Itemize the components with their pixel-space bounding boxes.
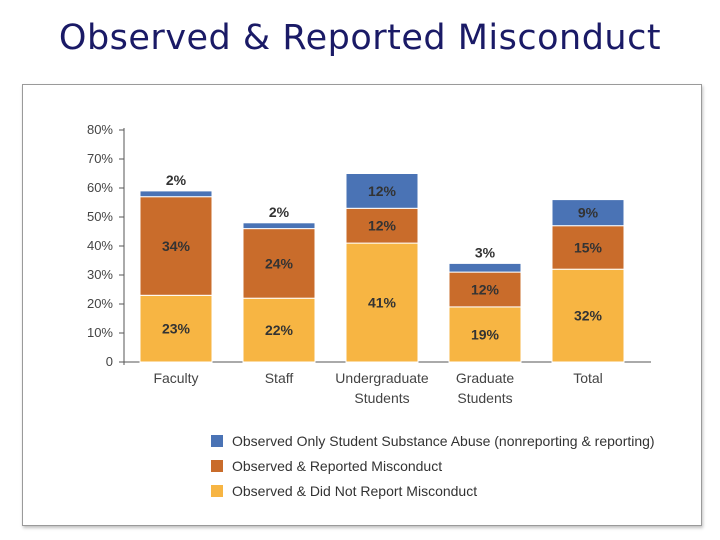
legend-label: Observed & Did Not Report Misconduct — [232, 483, 477, 499]
bar-staff-observed-did-not-report-misconduct — [242, 297, 316, 363]
data-label: 32% — [574, 308, 603, 324]
data-label: 12% — [471, 282, 500, 298]
data-label: 2% — [166, 172, 187, 188]
bar-total-observed-only-student-substance-abuse-nonreporting-reporting — [551, 199, 625, 227]
bar-undergraduate-students-observed-did-not-report-misconduct — [345, 242, 419, 363]
data-label: 41% — [368, 295, 397, 311]
bar-faculty-observed-reported-misconduct — [139, 196, 213, 296]
data-label: 9% — [578, 205, 599, 221]
x-tick-label: Students — [354, 390, 409, 406]
y-tick-label: 0 — [106, 354, 113, 369]
y-tick-label: 20% — [87, 296, 113, 311]
bar-staff-observed-only-student-substance-abuse-nonreporting-reporting — [242, 222, 316, 230]
y-tick-label: 60% — [87, 180, 113, 195]
legend-swatch-observed-only-student-substance-abuse-nonreporting-reporting — [211, 435, 223, 447]
bar-graduate-students-observed-did-not-report-misconduct — [448, 306, 522, 363]
bar-total-observed-reported-misconduct — [551, 225, 625, 270]
data-label: 12% — [368, 183, 397, 199]
legend-label: Observed & Reported Misconduct — [232, 458, 442, 474]
y-tick-label: 10% — [87, 325, 113, 340]
data-label: 15% — [574, 239, 603, 255]
bar-graduate-students-observed-only-student-substance-abuse-nonreporting-reporting — [448, 262, 522, 273]
y-tick-label: 40% — [87, 238, 113, 253]
y-tick-label: 50% — [87, 209, 113, 224]
x-tick-label: Faculty — [153, 370, 198, 386]
x-tick-label: Staff — [265, 370, 294, 386]
y-tick-label: 70% — [87, 151, 113, 166]
slide-title: Observed & Reported Misconduct — [58, 18, 662, 58]
chart-frame: 0 10% 20% 30% 40% 50% 60% 70% 80% 23% 34% 2% Faculty… — [22, 84, 702, 526]
bar-undergraduate-students-observed-only-student-substance-abuse-nonreporting-reporting — [345, 173, 419, 209]
bar-faculty-observed-only-student-substance-abuse-nonreporting-reporting — [139, 190, 213, 198]
stacked-bar-chart: 0 10% 20% 30% 40% 50% 60% 70% 80% 23% 34% 2% Faculty… — [87, 122, 655, 499]
y-tick-label: 80% — [87, 122, 113, 137]
x-tick-label: Graduate — [456, 370, 515, 386]
legend-swatch-observed-did-not-report-misconduct — [211, 485, 223, 497]
data-label: 3% — [475, 244, 496, 260]
x-tick-label: Undergraduate — [335, 370, 429, 386]
data-label: 2% — [269, 204, 290, 220]
data-label: 12% — [368, 218, 397, 234]
data-label: 24% — [265, 255, 294, 271]
legend-swatch-observed-reported-misconduct — [211, 460, 223, 472]
data-label: 23% — [162, 321, 191, 337]
data-label: 34% — [162, 238, 191, 254]
y-tick-label: 30% — [87, 267, 113, 282]
data-label: 22% — [265, 322, 294, 338]
legend-label: Observed Only Student Substance Abuse (n… — [232, 433, 655, 449]
bar-staff-observed-reported-misconduct — [242, 228, 316, 299]
x-tick-label: Students — [457, 390, 512, 406]
bar-faculty-observed-did-not-report-misconduct — [139, 294, 213, 363]
data-label: 19% — [471, 326, 500, 342]
bar-total-observed-did-not-report-misconduct — [551, 268, 625, 363]
x-tick-label: Total — [573, 370, 603, 386]
